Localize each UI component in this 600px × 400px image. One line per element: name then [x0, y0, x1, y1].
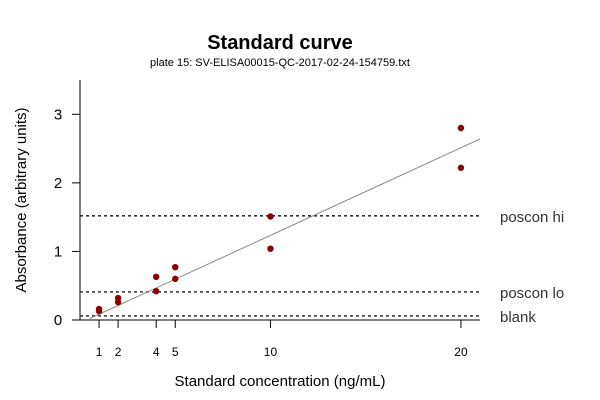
data-point	[457, 164, 465, 171]
x-tick-label: 2	[115, 345, 122, 359]
y-tick-label: 1	[54, 243, 62, 260]
reference-line-label: poscon lo	[500, 285, 564, 302]
reference-line-label: blank	[500, 309, 536, 326]
reference-line-label: poscon hi	[500, 209, 564, 226]
data-point	[95, 305, 103, 313]
data-point	[114, 294, 122, 302]
y-tick-label: 2	[54, 175, 62, 192]
chart-subtitle: plate 15: SV-ELISA00015-QC-2017-02-24-15…	[150, 57, 410, 69]
data-point	[152, 288, 160, 295]
x-tick-label: 4	[153, 345, 160, 359]
data-point	[267, 213, 274, 220]
y-axis-label: Absorbance (arbitrary units)	[13, 107, 30, 292]
y-tick-label: 3	[54, 106, 62, 123]
x-tick-label: 20	[454, 345, 468, 359]
x-tick-label: 1	[96, 345, 103, 359]
chart-title: Standard curve	[207, 32, 353, 54]
data-point	[172, 275, 179, 283]
y-tick-label: 0	[54, 312, 62, 329]
data-point	[457, 124, 465, 132]
data-point	[267, 245, 274, 252]
x-tick-label: 10	[264, 345, 278, 359]
x-axis-label: Standard concentration (ng/mL)	[175, 373, 386, 390]
data-point	[152, 273, 160, 280]
data-point	[172, 264, 179, 271]
x-tick-label: 5	[172, 345, 179, 359]
